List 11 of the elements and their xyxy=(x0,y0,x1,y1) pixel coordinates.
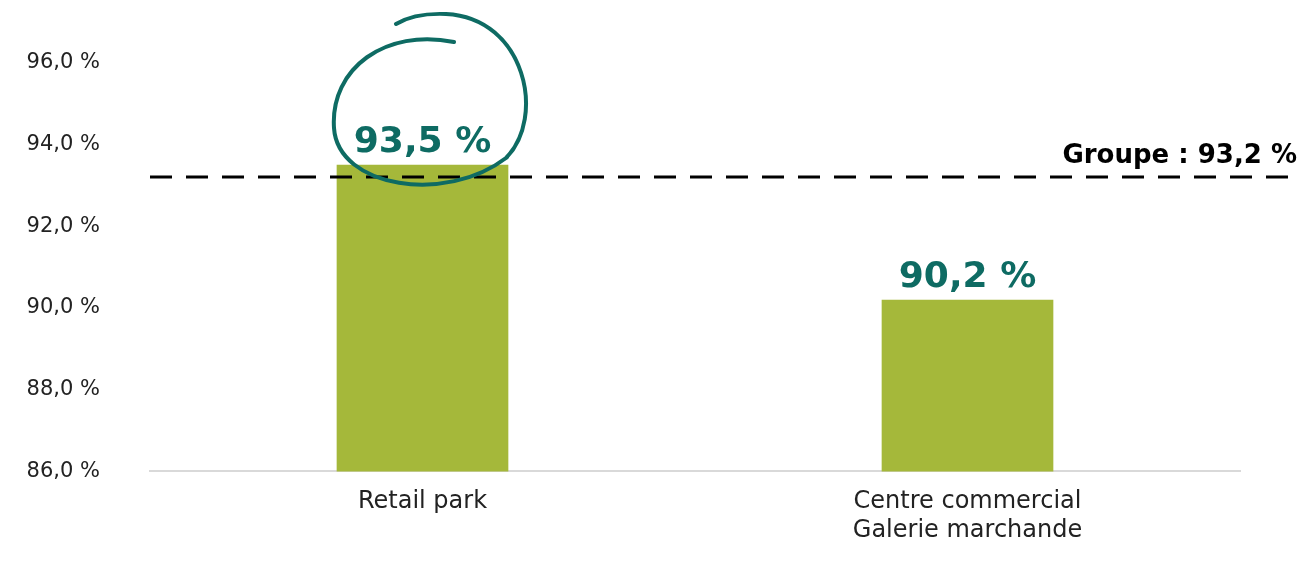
data-label: 93,5 % xyxy=(353,119,492,161)
y-tick-label: 92,0 % xyxy=(26,212,100,237)
y-tick-label: 86,0 % xyxy=(26,457,100,482)
y-tick-label: 94,0 % xyxy=(26,130,100,155)
ref-line-label: Groupe : 93,2 % xyxy=(1062,138,1297,169)
x-tick-label: Retail park xyxy=(357,486,488,515)
x-tick-label: Centre commercial Galerie marchande xyxy=(852,486,1083,543)
y-tick-label: 96,0 % xyxy=(26,49,100,74)
data-label: 90,2 % xyxy=(898,254,1037,296)
y-tick-label: 90,0 % xyxy=(26,294,100,319)
y-tick-label: 88,0 % xyxy=(26,376,100,401)
